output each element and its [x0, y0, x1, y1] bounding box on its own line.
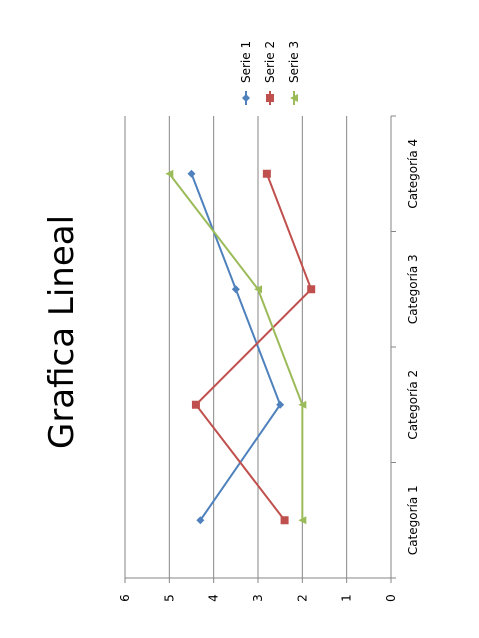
x-tick-labels: Categoría 1 Categoría 2 Categoría 3 Categor…	[406, 139, 420, 555]
data-point	[232, 285, 240, 293]
legend: Serie 1 Serie 2 Serie 3	[239, 41, 301, 105]
y-tick-label: 4	[207, 594, 221, 602]
data-point	[192, 401, 200, 409]
y-tick-label: 1	[340, 594, 354, 602]
series-lines	[165, 170, 315, 525]
y-tick-label: 3	[251, 594, 265, 602]
x-tick-label: Categoría 4	[406, 139, 420, 209]
legend-entry-3: Serie 3	[287, 41, 301, 105]
series-line	[192, 174, 281, 521]
y-tick-label: 2	[295, 594, 309, 602]
legend-entry-1: Serie 1	[239, 41, 253, 105]
data-point	[263, 170, 271, 178]
gridlines	[125, 116, 347, 578]
legend-label: Serie 2	[263, 41, 277, 83]
legend-marker	[242, 94, 250, 102]
legend-label: Serie 3	[287, 41, 301, 83]
axes	[125, 116, 396, 583]
data-point	[281, 516, 289, 524]
data-point	[188, 170, 196, 178]
legend-marker	[266, 94, 274, 102]
data-point	[307, 285, 315, 293]
series-1	[188, 170, 285, 525]
x-tick-label: Categoría 2	[406, 370, 420, 440]
legend-label: Serie 1	[239, 41, 253, 83]
legend-entry-2: Serie 2	[263, 41, 277, 105]
x-tick-label: Categoría 3	[406, 254, 420, 324]
y-tick-label: 5	[162, 594, 176, 602]
x-tick-label: Categoría 1	[406, 485, 420, 555]
y-tick-label: 0	[384, 594, 398, 602]
y-tick-labels: 0 1 2 3 4 5 6	[118, 594, 398, 602]
y-tick-label: 6	[118, 594, 132, 602]
chart-title: Grafica Lineal	[42, 215, 82, 449]
